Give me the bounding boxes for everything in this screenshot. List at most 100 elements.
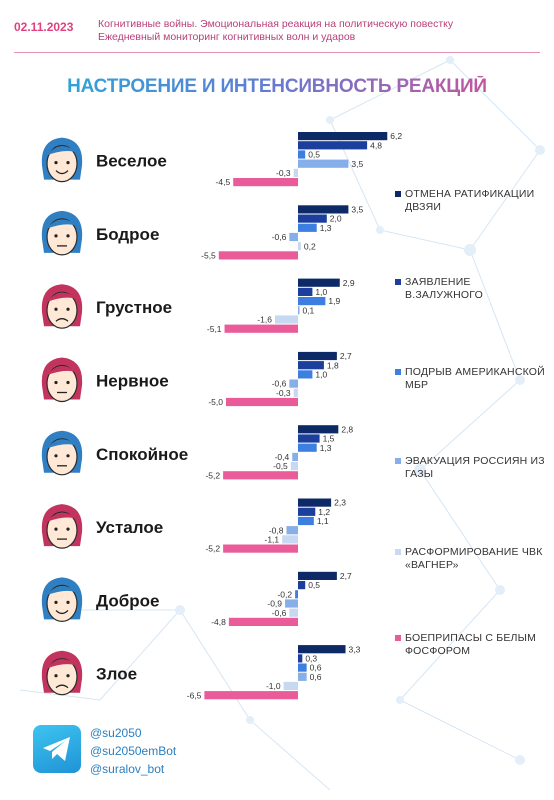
bar [298,516,314,526]
bar [218,251,298,260]
bar [228,617,298,626]
legend-swatch [395,458,401,464]
eye-right [66,161,70,165]
value-label: -0,6 [272,608,287,618]
bar [298,306,300,315]
value-label: 0,5 [308,580,320,590]
bar [298,663,307,672]
category-label: Злое [96,665,137,684]
fringe-shape [46,292,78,303]
bar [289,608,298,617]
value-label: 3,3 [349,644,361,654]
eye-left [54,674,58,678]
bar [274,315,298,324]
bar [298,205,349,214]
eye-right [66,234,70,238]
mouth-shape [55,318,69,322]
bar [298,297,326,306]
value-label: 1,1 [317,516,329,526]
face-icon [46,291,78,329]
legend-swatch [395,549,401,555]
bar [298,507,316,516]
value-label: -0,2 [277,589,292,599]
value-label: 0,6 [310,663,322,673]
value-label: -5,0 [208,397,223,407]
face-icon [46,511,78,549]
value-label: 0,2 [304,241,316,251]
face-icon [46,218,78,256]
bar [298,351,337,361]
category-label: Спокойное [96,445,188,464]
legend-swatch [395,279,401,285]
value-label: 1,0 [315,370,327,380]
value-label: 2,9 [343,278,355,288]
bar [223,544,298,553]
value-label: 1,9 [328,296,340,306]
report-date: 02.11.2023 [14,20,74,34]
value-label: 4,8 [370,140,382,150]
value-label: 1,5 [323,434,335,444]
fringe-shape [46,512,78,523]
bar [223,471,298,480]
bar [289,379,298,388]
telegram-handle-2[interactable]: @su2050emBot [90,744,177,758]
bar [298,581,306,590]
report-subtitle: Когнитивные войны. Эмоциональная реакция… [98,18,538,44]
value-label: 1,2 [318,507,330,517]
value-label: -1,0 [266,681,281,691]
value-label: -1,1 [265,535,280,545]
bar [293,388,298,397]
mouth-shape [55,609,69,615]
value-label: -4,8 [211,617,226,627]
bar [292,452,298,461]
value-label: -0,8 [269,525,284,535]
category-label: Нервное [96,372,169,391]
value-label: 2,7 [340,571,352,581]
value-label: -0,3 [276,168,291,178]
bar [295,590,298,599]
bar [289,232,298,242]
eye-right [66,307,70,311]
bar [285,599,298,608]
face-icon [46,364,78,403]
bar [298,242,301,251]
eye-left [54,380,58,385]
telegram-handle-3[interactable]: @suralov_bot [90,762,165,776]
paper-plane-icon [43,737,70,761]
value-label: 1,3 [320,443,332,453]
legend-label: ЭВАКУАЦИЯ РОССИЯН ИЗ ГАЗЫ [405,455,545,480]
bar [298,370,313,379]
value-label: -5,5 [201,251,216,261]
legend-label: ОТМЕНА РАТИФИКАЦИИ ДВЗЯИ [405,188,535,213]
bar [283,681,298,691]
fringe-shape [46,585,78,596]
eye-right [66,380,70,385]
category-label: Веселое [96,152,167,171]
bar [286,526,298,535]
bar [298,159,349,168]
eye-right [66,527,70,531]
header-divider [14,52,540,53]
eye-left [54,307,58,311]
fringe-shape [46,219,78,229]
bar [293,168,298,177]
bar [298,361,324,370]
bar [298,654,303,663]
value-label: 2,7 [340,351,352,361]
value-label: -0,4 [275,452,290,462]
telegram-handle-1[interactable]: @su2050 [90,726,142,740]
value-label: -0,5 [273,461,288,471]
bar [298,150,306,159]
value-label: 2,0 [330,214,342,224]
value-label: 1,3 [320,223,332,233]
value-label: 2,8 [341,424,353,434]
telegram-icon[interactable] [33,725,81,773]
eye-left [54,454,58,458]
bar [226,397,298,407]
bar [298,672,307,681]
value-label: -5,1 [207,324,222,334]
category-label: Усталое [96,518,163,537]
chart-title: НАСТРОЕНИЕ И ИНТЕНСИВНОСТЬ РЕАКЦИЙ [0,76,554,98]
